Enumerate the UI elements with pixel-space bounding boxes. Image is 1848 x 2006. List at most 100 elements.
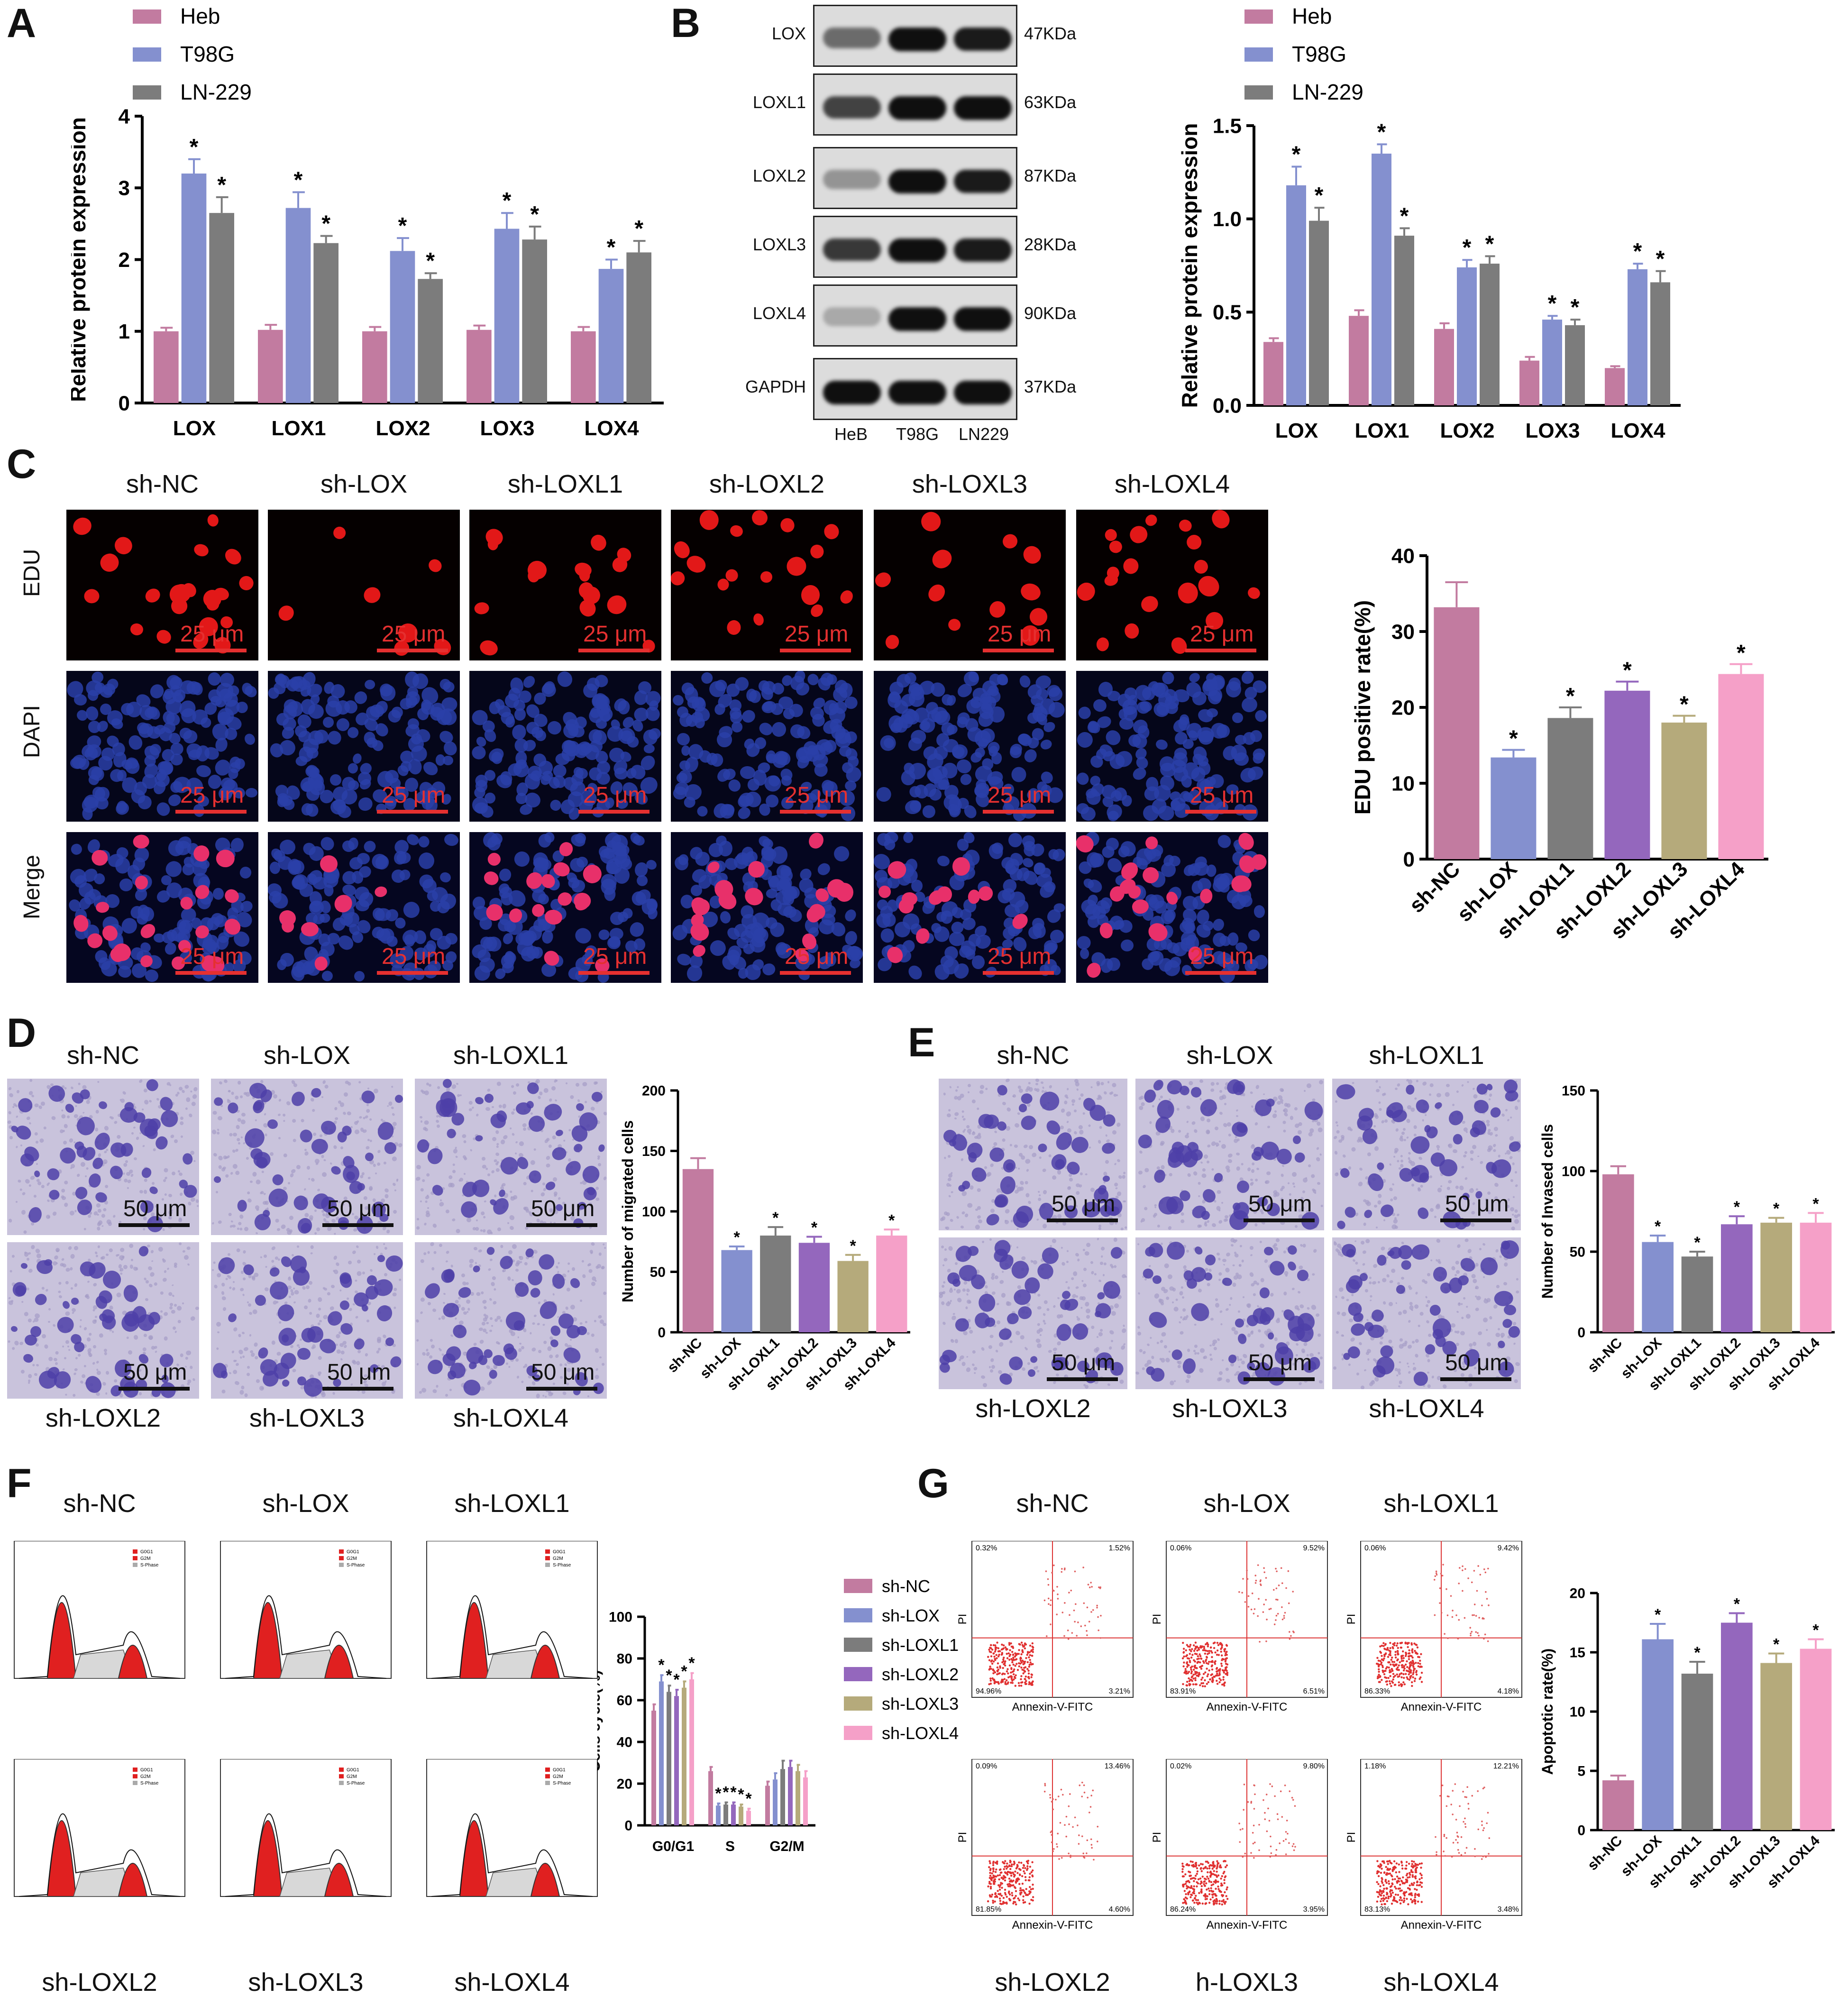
cell-mark xyxy=(432,1308,437,1313)
cell-mark xyxy=(329,1164,342,1177)
cell-mark xyxy=(348,1307,353,1312)
cell-mark xyxy=(52,1210,57,1217)
cell-mark xyxy=(292,1138,297,1143)
blot-band xyxy=(954,381,1012,404)
cell-mark xyxy=(27,1288,30,1291)
cell-mark xyxy=(1009,1143,1013,1147)
cell-mark xyxy=(491,1136,497,1142)
column-header: sh-LOX xyxy=(320,470,408,498)
cell-mark xyxy=(459,1177,464,1182)
cell-mark xyxy=(330,1284,335,1289)
cell-mark xyxy=(1076,579,1098,605)
cell-mark xyxy=(1245,927,1262,944)
cell-mark xyxy=(1138,1150,1143,1154)
cell-mark xyxy=(61,1257,65,1261)
cell-mark xyxy=(998,1341,1005,1348)
cell-mark xyxy=(74,1105,78,1108)
cell-mark xyxy=(143,1178,148,1183)
cell-mark xyxy=(147,1265,153,1271)
cell-mark xyxy=(1287,1182,1290,1185)
cell-mark xyxy=(79,1318,82,1321)
cell-mark xyxy=(1138,593,1161,615)
cell-mark xyxy=(590,1242,595,1246)
cell-mark xyxy=(947,617,962,632)
cell-mark xyxy=(489,1329,493,1332)
cell-mark xyxy=(435,1384,439,1388)
cell-mark xyxy=(192,1086,198,1092)
cell-mark xyxy=(423,1252,427,1255)
x-tick-label: LOX xyxy=(1275,419,1318,442)
blot-strip xyxy=(813,147,1017,209)
cell-mark xyxy=(355,1245,359,1249)
cell-mark xyxy=(602,1111,607,1117)
bar xyxy=(760,1236,791,1332)
cell-mark xyxy=(1352,1082,1354,1085)
cell-mark xyxy=(296,1164,301,1170)
cell-mark xyxy=(1235,734,1247,745)
cell-mark xyxy=(133,1157,137,1161)
cell-mark xyxy=(1320,1205,1324,1208)
significance-star: * xyxy=(503,188,512,213)
protein-label: LOXL4 xyxy=(752,303,806,323)
cell-mark xyxy=(1374,1146,1380,1152)
cell-mark xyxy=(303,1304,309,1310)
cell-mark xyxy=(1435,1204,1440,1209)
cell-mark xyxy=(1065,1110,1072,1117)
cell-mark xyxy=(186,1246,191,1251)
cell-mark xyxy=(482,525,507,550)
cell-mark xyxy=(157,1094,175,1113)
cell-mark xyxy=(212,887,224,900)
cell-mark xyxy=(254,1272,259,1277)
cell-mark xyxy=(96,1368,99,1371)
cell-mark xyxy=(823,740,837,753)
bar xyxy=(209,213,234,403)
cell-mark xyxy=(266,1118,279,1130)
bar xyxy=(1263,342,1283,405)
bar xyxy=(181,174,207,403)
cell-mark xyxy=(340,1145,344,1150)
cell-mark xyxy=(8,1092,14,1099)
cell-mark xyxy=(335,1117,338,1121)
cell-mark xyxy=(17,1179,21,1183)
cell-mark xyxy=(962,1288,966,1292)
blot-band xyxy=(888,238,946,262)
cell-mark xyxy=(182,1250,185,1253)
cell-mark xyxy=(989,1357,994,1363)
cell-mark xyxy=(751,612,765,627)
cell-mark xyxy=(148,1311,161,1325)
cell-mark xyxy=(1413,1125,1418,1130)
cell-mark xyxy=(943,1257,948,1262)
cell-mark xyxy=(1436,1093,1442,1098)
cell-mark xyxy=(308,1298,312,1303)
cell-mark xyxy=(1016,1112,1021,1116)
cell-mark xyxy=(247,1197,253,1203)
cell-mark xyxy=(347,1260,353,1265)
cell-mark xyxy=(172,1294,175,1297)
cell-mark xyxy=(1336,1219,1347,1230)
cell-mark xyxy=(1406,1118,1411,1124)
cell-mark xyxy=(1040,698,1055,715)
cell-mark xyxy=(373,1252,376,1255)
cell-mark xyxy=(544,1395,547,1398)
cell-mark xyxy=(486,1088,491,1093)
cell-mark xyxy=(1025,1168,1029,1172)
cell-mark xyxy=(1086,1242,1091,1248)
cell-mark xyxy=(1012,1094,1016,1098)
significance-star: * xyxy=(634,216,643,241)
cell-mark xyxy=(1080,1172,1083,1176)
cell-mark xyxy=(527,1269,543,1286)
cell-mark xyxy=(1400,1163,1404,1168)
cell-mark xyxy=(133,834,150,849)
significance-star: * xyxy=(1463,235,1472,260)
cell-mark xyxy=(63,1130,65,1133)
cell-mark xyxy=(143,1189,147,1194)
cell-mark xyxy=(1077,1097,1081,1101)
cell-mark xyxy=(1317,1127,1323,1133)
cell-mark xyxy=(293,1082,298,1088)
cell-mark xyxy=(1300,1098,1324,1124)
cell-mark xyxy=(61,1300,71,1310)
cell-mark xyxy=(142,1346,147,1352)
cell-mark xyxy=(1338,1139,1343,1143)
cell-mark xyxy=(1218,1209,1221,1212)
cell-mark xyxy=(252,1309,258,1315)
